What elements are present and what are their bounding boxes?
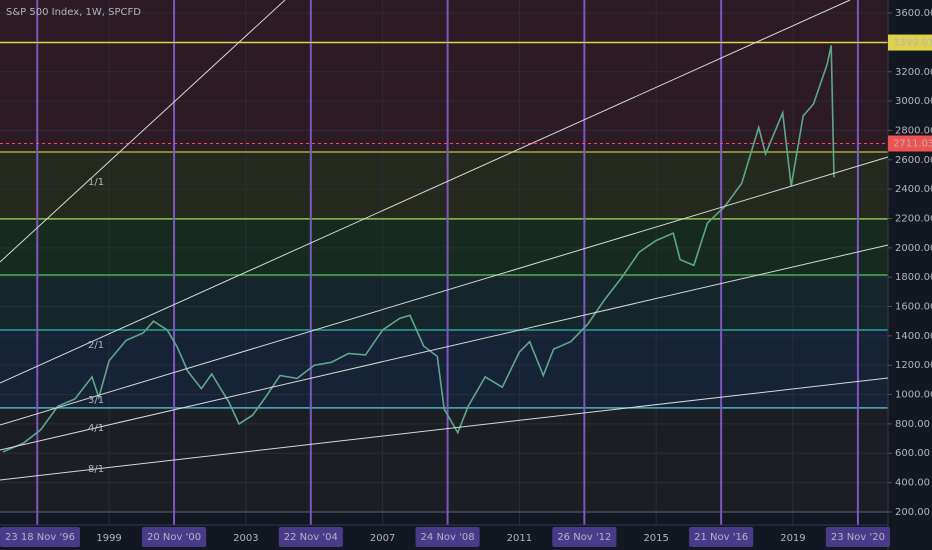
vline-label-bg	[689, 527, 754, 547]
fan-line	[0, 377, 889, 481]
y-tick-label: 2800.00	[895, 125, 932, 136]
x-tick-label: 2011	[507, 533, 532, 544]
price-band	[0, 407, 888, 512]
price-band	[0, 329, 888, 408]
y-tick-label: 200.00	[895, 507, 930, 518]
y-tick-label: 2000.00	[895, 243, 932, 254]
x-tick-label: 2003	[233, 533, 258, 544]
vline-label: 23 Nov '20	[831, 532, 885, 543]
vline-label-bg	[825, 527, 890, 547]
vline-label-bg	[142, 527, 207, 547]
fan-label: 2/1	[88, 340, 104, 351]
y-tick-label: 1800.00	[895, 272, 932, 283]
vline-label: 22 Nov '04	[284, 532, 338, 543]
y-tick-label: 2600.00	[895, 155, 932, 166]
vline-label-bg	[552, 527, 617, 547]
y-tick-label: 600.00	[895, 448, 930, 459]
y-tick-label: 2400.00	[895, 184, 932, 195]
vline-label: 24 Nov '08	[421, 532, 475, 543]
x-tick-label: 1999	[96, 533, 121, 544]
price-band	[0, 152, 888, 219]
vline-label-bg	[0, 527, 80, 547]
y-tick-label: 3000.00	[895, 96, 932, 107]
y-tick-label: 800.00	[895, 419, 930, 430]
vline-label-bg	[415, 527, 480, 547]
x-tick-label: 2007	[370, 533, 395, 544]
y-tick-label: 1400.00	[895, 331, 932, 342]
price-band	[0, 274, 888, 330]
fan-label: 3/1	[88, 395, 104, 406]
price-band	[0, 218, 888, 275]
price-axis	[888, 0, 932, 550]
fan-label: 1/1	[88, 177, 104, 188]
y-tick-label: 400.00	[895, 478, 930, 489]
price-label: 2711.03	[893, 138, 932, 149]
price-label-bg	[888, 34, 932, 51]
fan-label: 4/1	[88, 423, 104, 434]
vline-label: 21 Nov '16	[694, 532, 748, 543]
vline-label: 20 Nov '00	[147, 532, 201, 543]
y-tick-label: 3600.00	[895, 8, 932, 19]
price-label: 3399.01	[893, 38, 932, 49]
x-tick-label: 2015	[643, 533, 668, 544]
y-tick-label: 3200.00	[895, 67, 932, 78]
y-tick-label: 1000.00	[895, 390, 932, 401]
vline-label: 26 Nov '12	[557, 532, 611, 543]
fan-line	[0, 156, 889, 426]
y-tick-label: 2200.00	[895, 213, 932, 224]
price-label-bg	[888, 135, 932, 152]
fan-line	[0, 244, 889, 451]
x-tick-label: 2019	[780, 533, 805, 544]
plot-area	[0, 0, 888, 525]
chart-title: S&P 500 Index, 1W, SPCFD	[6, 7, 141, 18]
fan-line	[0, 0, 851, 384]
gann-fan: 1/1 2/1 3/1 4/1 8/1	[0, 0, 889, 481]
vline-label: 23 18 Nov '96	[5, 532, 75, 543]
price-band	[0, 0, 888, 153]
fan-line	[0, 0, 286, 263]
vline-label-bg	[278, 527, 343, 547]
fan-label: 8/1	[88, 464, 104, 475]
y-tick-label: 1600.00	[895, 302, 932, 313]
y-tick-label: 1200.00	[895, 360, 932, 371]
